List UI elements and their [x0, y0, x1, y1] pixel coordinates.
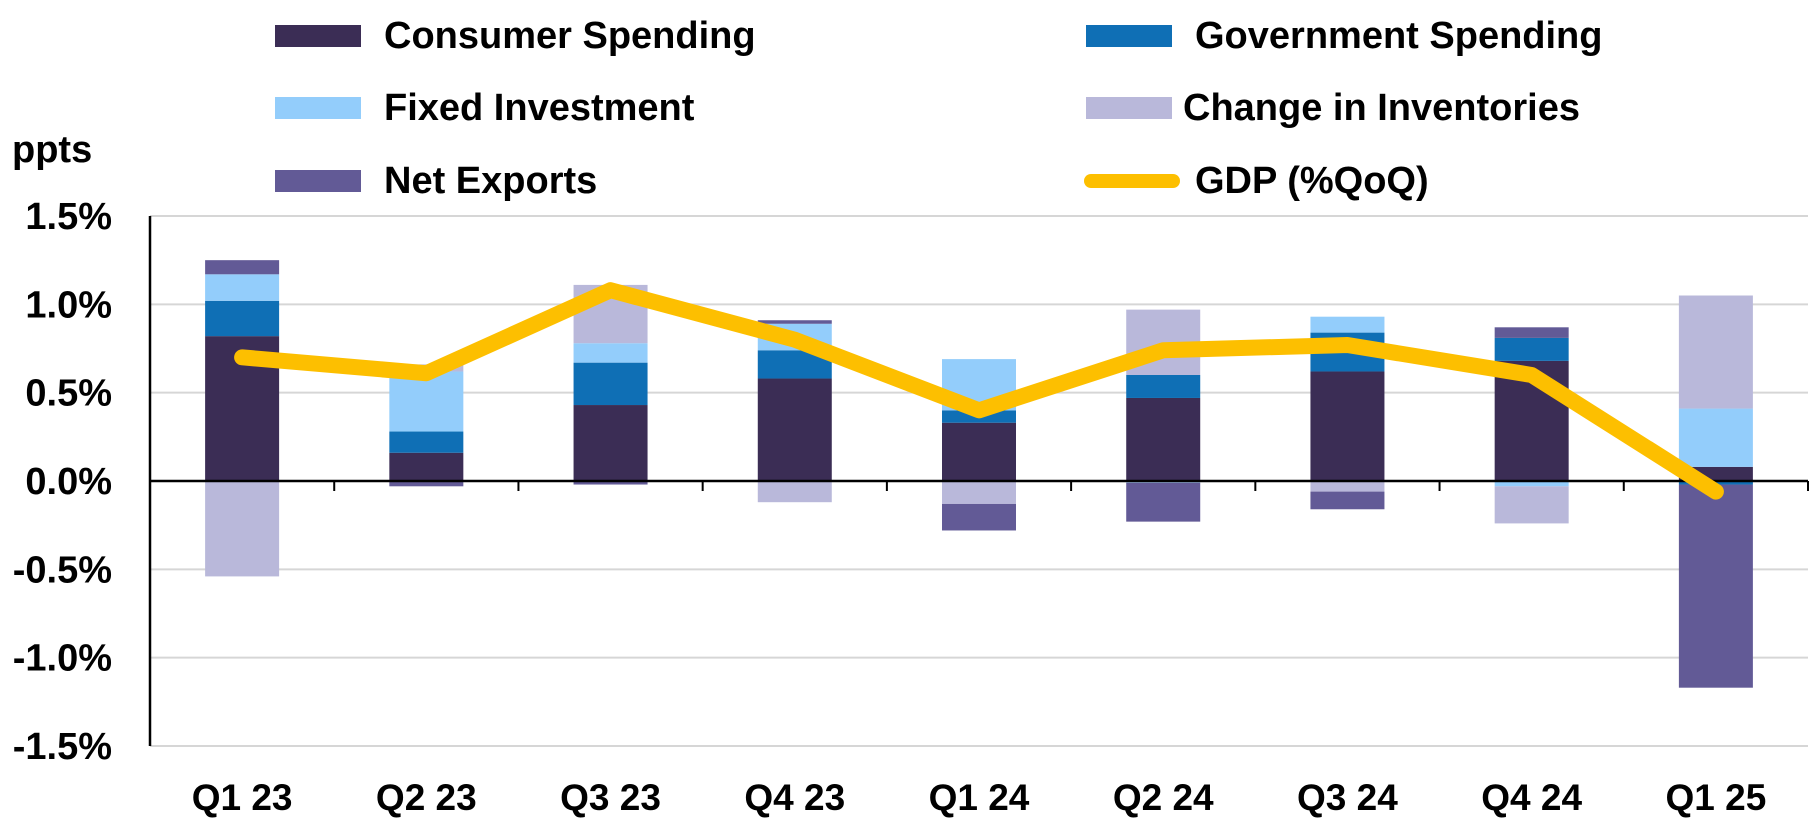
bar-segment-change-in-inventories	[1310, 481, 1385, 492]
legend-label-consumer-spending: Consumer Spending	[384, 15, 756, 57]
gdp-line-layer	[234, 282, 1724, 500]
legend-swatch-consumer-spending	[275, 25, 361, 47]
axes	[148, 216, 1809, 746]
legend-swatch-government-spending	[1086, 25, 1172, 47]
bar-segment-fixed-investment	[205, 274, 280, 301]
gdp-series-line	[234, 282, 1724, 500]
bar-segment-net-exports	[942, 503, 1016, 531]
bar-segment-net-exports	[1310, 491, 1385, 510]
legend-swatch-fixed-investment	[275, 97, 361, 119]
bar-segment-government-spending	[1494, 337, 1569, 361]
y-tick-label: 1.0%	[25, 284, 112, 326]
legend-label-fixed-investment: Fixed Investment	[384, 87, 695, 129]
y-tick-label: -1.0%	[13, 638, 112, 680]
x-tick-label: Q2 23	[376, 777, 477, 818]
x-tick-label: Q1 24	[929, 777, 1030, 818]
bar-segment-change-in-inventories	[205, 481, 280, 577]
bar-segment-consumer-spending	[942, 422, 1016, 481]
x-tick-label: Q1 25	[1665, 777, 1766, 818]
legend-label-gdp-qoq: GDP (%QoQ)	[1195, 160, 1429, 202]
legend-label-net-exports: Net Exports	[384, 160, 597, 202]
bar-segment-fixed-investment	[1678, 408, 1753, 467]
y-unit-label: ppts	[12, 129, 92, 171]
bar-segment-net-exports	[1678, 484, 1753, 688]
bar-segment-government-spending	[573, 362, 648, 406]
x-tick-label: Q3 24	[1297, 777, 1398, 818]
bar-segment-change-in-inventories	[757, 481, 832, 503]
y-tick-label: -0.5%	[13, 549, 112, 591]
bar-segment-consumer-spending	[1310, 371, 1385, 481]
x-tick-label: Q2 24	[1113, 777, 1214, 818]
bar-segment-consumer-spending	[757, 378, 832, 481]
x-tick-label: Q4 24	[1481, 777, 1582, 818]
bar-segment-net-exports	[757, 320, 832, 324]
x-tick-label: Q4 23	[744, 777, 845, 818]
bar-segment-change-in-inventories	[942, 481, 1016, 504]
bar-segment-consumer-spending	[1126, 397, 1201, 481]
y-tick-label: -1.5%	[13, 726, 112, 768]
bar-segment-consumer-spending	[573, 405, 648, 481]
y-tick-label: 0.5%	[25, 373, 112, 415]
bar-segment-net-exports	[205, 260, 280, 275]
stacked-bars	[205, 260, 1753, 688]
legend-label-government-spending: Government Spending	[1195, 15, 1602, 57]
legend-swatch-net-exports	[275, 170, 361, 192]
axis-labels: ppts 1.5% 1.0% 0.5% 0.0% -0.5% -1.0% -1.5% Q1 2…	[12, 129, 1766, 818]
bar-segment-change-in-inventories	[1678, 295, 1753, 409]
bar-segment-net-exports	[389, 481, 464, 487]
bar-segment-net-exports	[573, 481, 648, 485]
bar-segment-fixed-investment	[573, 343, 648, 363]
bar-segment-government-spending	[205, 300, 280, 337]
legend: Consumer Spending Government Spending Fixe…	[275, 15, 1602, 202]
x-tick-label: Q1 23	[192, 777, 293, 818]
bar-segment-government-spending	[389, 431, 464, 453]
y-tick-label: 0.0%	[25, 461, 112, 503]
legend-swatch-change-in-inventories	[1086, 97, 1172, 119]
bar-segment-fixed-investment	[1310, 316, 1385, 333]
bar-segment-net-exports	[1494, 327, 1569, 338]
legend-label-change-in-inventories: Change in Inventories	[1183, 87, 1580, 129]
bar-segment-government-spending	[1126, 375, 1201, 398]
bar-segment-consumer-spending	[389, 452, 464, 481]
bar-segment-change-in-inventories	[1494, 486, 1569, 524]
bar-segment-net-exports	[1126, 482, 1201, 522]
bar-segment-fixed-investment	[1494, 481, 1569, 487]
bar-segment-fixed-investment	[389, 371, 464, 432]
y-tick-label: 1.5%	[25, 196, 112, 238]
x-tick-label: Q3 23	[560, 777, 661, 818]
